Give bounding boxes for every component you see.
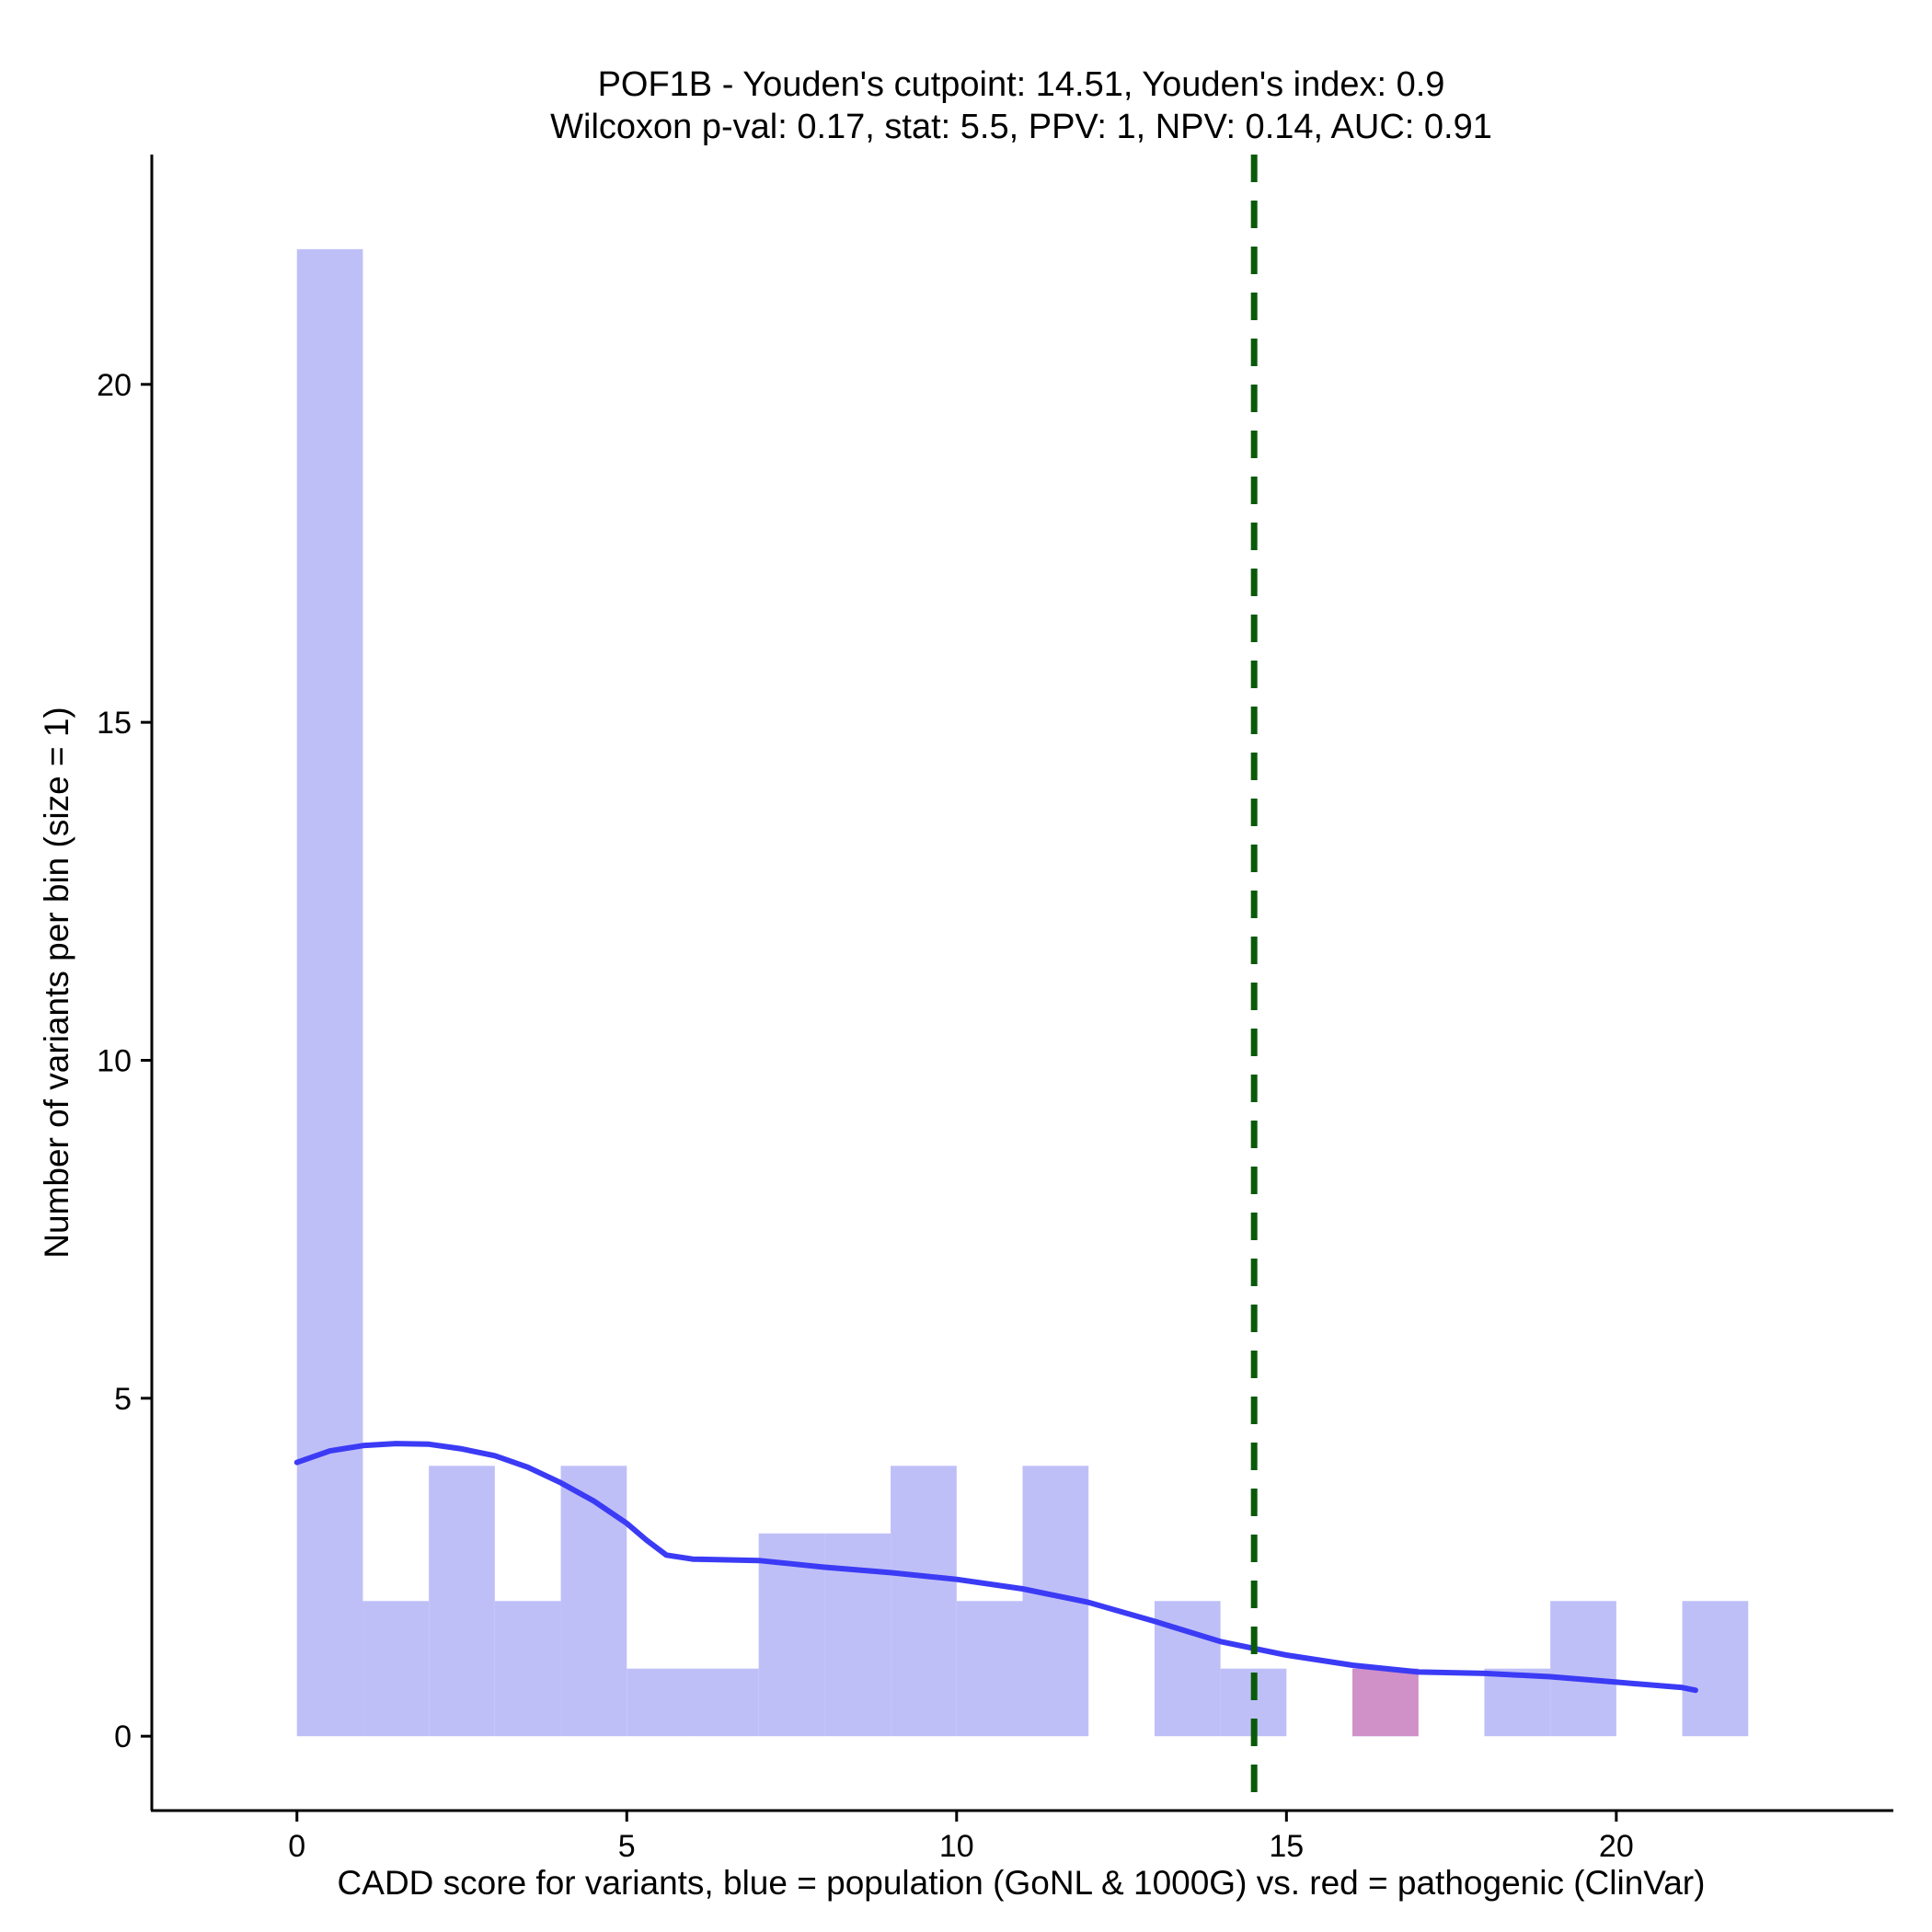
chart-title-line1: POF1B - Youden's cutpoint: 14.51, Youden… — [598, 65, 1445, 104]
x-tick-label: 0 — [288, 1829, 305, 1864]
y-tick-label: 20 — [97, 368, 132, 403]
population-bar-16 — [1550, 1601, 1616, 1737]
y-tick-label: 0 — [114, 1719, 132, 1754]
y-tick-label: 5 — [114, 1382, 132, 1417]
ticks-layer: 0 5 10 15 20 0 5 10 15 20 — [97, 368, 1634, 1864]
population-bar-12 — [1154, 1601, 1221, 1737]
x-axis-title: CADD score for variants, blue = populati… — [338, 1864, 1706, 1902]
population-bar-4 — [560, 1466, 627, 1737]
pathogenic-bar-0 — [1352, 1668, 1419, 1737]
population-bar-15 — [1484, 1668, 1551, 1737]
population-bar-5 — [627, 1668, 693, 1737]
population-bar-6 — [692, 1668, 759, 1737]
x-tick-label: 10 — [939, 1829, 974, 1864]
population-bar-2 — [429, 1466, 495, 1737]
population-bar-9 — [891, 1466, 957, 1737]
density-curve — [293, 1441, 1698, 1694]
population-bar-3 — [494, 1601, 561, 1737]
y-axis-title: Number of variants per bin (size = 1) — [38, 707, 75, 1258]
bars-layer — [296, 248, 1749, 1737]
population-bar-8 — [824, 1533, 891, 1737]
x-tick-label: 5 — [618, 1829, 636, 1864]
population-bar-10 — [956, 1601, 1023, 1737]
x-tick-label: 15 — [1269, 1829, 1304, 1864]
population-bar-1 — [362, 1601, 430, 1737]
population-bar-17 — [1682, 1601, 1749, 1737]
density-curve-layer — [293, 1441, 1698, 1694]
axes-layer — [150, 155, 1893, 1812]
chart-title-line2: Wilcoxon p-val: 0.17, stat: 5.5, PPV: 1,… — [550, 108, 1492, 146]
population-bar-0 — [296, 248, 363, 1737]
x-tick-label: 20 — [1599, 1829, 1634, 1864]
y-tick-label: 10 — [97, 1043, 132, 1078]
y-tick-label: 15 — [97, 706, 132, 741]
